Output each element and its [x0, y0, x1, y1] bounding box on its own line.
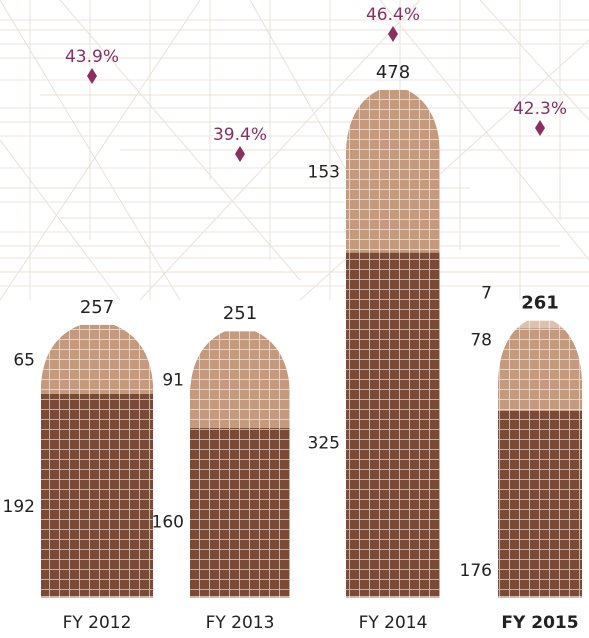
segment-label-s2-c3: 7: [481, 284, 492, 304]
total-label-0: 257: [80, 297, 114, 318]
diamond-marker-icon: [235, 146, 245, 162]
bar-segment-s1-c3: [498, 328, 582, 411]
bar-base-2: [344, 596, 442, 608]
percentage-label-0: 43.9%: [65, 47, 119, 67]
bar-segment-s1-c2: [346, 90, 440, 253]
bar-segment-s0-c3: [498, 410, 582, 598]
percentage-label-3: 42.3%: [513, 99, 567, 119]
segment-label-s0-c2: 325: [308, 434, 340, 454]
total-label-1: 251: [223, 303, 257, 324]
segment-label-s1-c2: 153: [308, 162, 340, 182]
diamond-marker-icon: [87, 68, 97, 84]
percentage-label-1: 39.4%: [213, 125, 267, 145]
segment-label-s0-c0: 192: [3, 497, 35, 517]
segment-label-s0-c3: 176: [460, 561, 492, 581]
bar-segment-s0-c0: [41, 393, 153, 598]
percentage-label-2: 46.4%: [366, 5, 420, 25]
total-label-2: 478: [376, 62, 410, 83]
bar-base-1: [188, 596, 292, 608]
plot-area: 192 65 257 43.9% FY 2012 160 91 251 39.4% FY 2013…: [3, 5, 584, 633]
diamond-marker-icon: [535, 120, 545, 136]
bar-base-0: [39, 596, 155, 608]
segment-label-s0-c1: 160: [152, 512, 184, 532]
bar-group-3: [498, 320, 582, 598]
category-label-3: FY 2015: [501, 613, 578, 633]
segment-label-s1-c0: 65: [13, 350, 35, 370]
bar-group-1: [190, 331, 290, 598]
category-label-2: FY 2014: [359, 613, 428, 633]
bar-segment-s0-c2: [346, 252, 440, 598]
bar-segment-s2-c3: [498, 320, 582, 329]
total-label-3: 261: [521, 293, 559, 314]
bar-segment-s0-c1: [190, 427, 290, 598]
category-label-1: FY 2013: [206, 613, 275, 633]
segment-label-s1-c1: 91: [162, 371, 184, 391]
category-label-0: FY 2012: [63, 613, 132, 633]
segment-label-s1-c3: 78: [470, 331, 492, 351]
bar-base-3: [496, 596, 584, 608]
bar-segment-s1-c1: [190, 331, 290, 428]
diamond-marker-icon: [388, 26, 398, 42]
bar-group-2: [346, 90, 440, 598]
bar-group-0: [41, 324, 153, 598]
